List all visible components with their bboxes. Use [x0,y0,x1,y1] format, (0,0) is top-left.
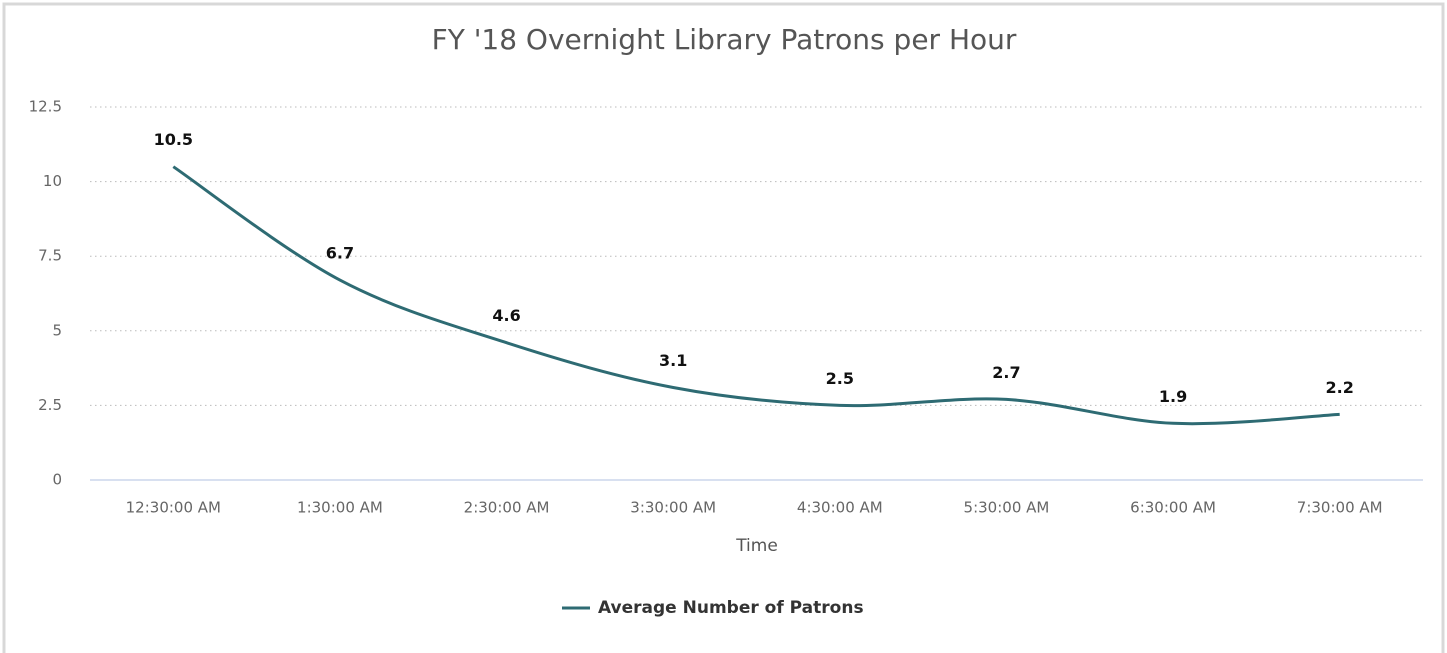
data-label: 6.7 [326,244,354,263]
x-tick-label: 3:30:00 AM [630,499,716,517]
y-tick-label: 10 [43,172,62,190]
x-tick-label: 1:30:00 AM [297,499,383,517]
y-tick-label: 2.5 [38,396,62,414]
legend-label: Average Number of Patrons [598,598,864,618]
data-label: 10.5 [154,130,193,149]
x-tick-label: 4:30:00 AM [797,499,883,517]
x-axis-label: Time [735,536,778,556]
data-label: 1.9 [1159,387,1187,406]
y-tick-label: 7.5 [38,247,62,265]
data-label: 2.2 [1326,378,1354,397]
y-tick-label: 5 [52,321,62,339]
x-tick-label: 7:30:00 AM [1297,499,1383,517]
x-tick-label: 2:30:00 AM [464,499,550,517]
x-tick-label: 6:30:00 AM [1130,499,1216,517]
y-tick-label: 0 [52,471,62,489]
x-tick-label: 12:30:00 AM [126,499,221,517]
line [172,165,1340,426]
data-label: 4.6 [492,306,520,325]
data-label: 2.7 [992,363,1020,382]
data-label: 3.1 [659,351,687,370]
y-tick-label: 12.5 [29,98,62,116]
chart-title: FY '18 Overnight Library Patrons per Hou… [432,23,1017,56]
data-label: 2.5 [826,369,854,388]
x-tick-label: 5:30:00 AM [964,499,1050,517]
